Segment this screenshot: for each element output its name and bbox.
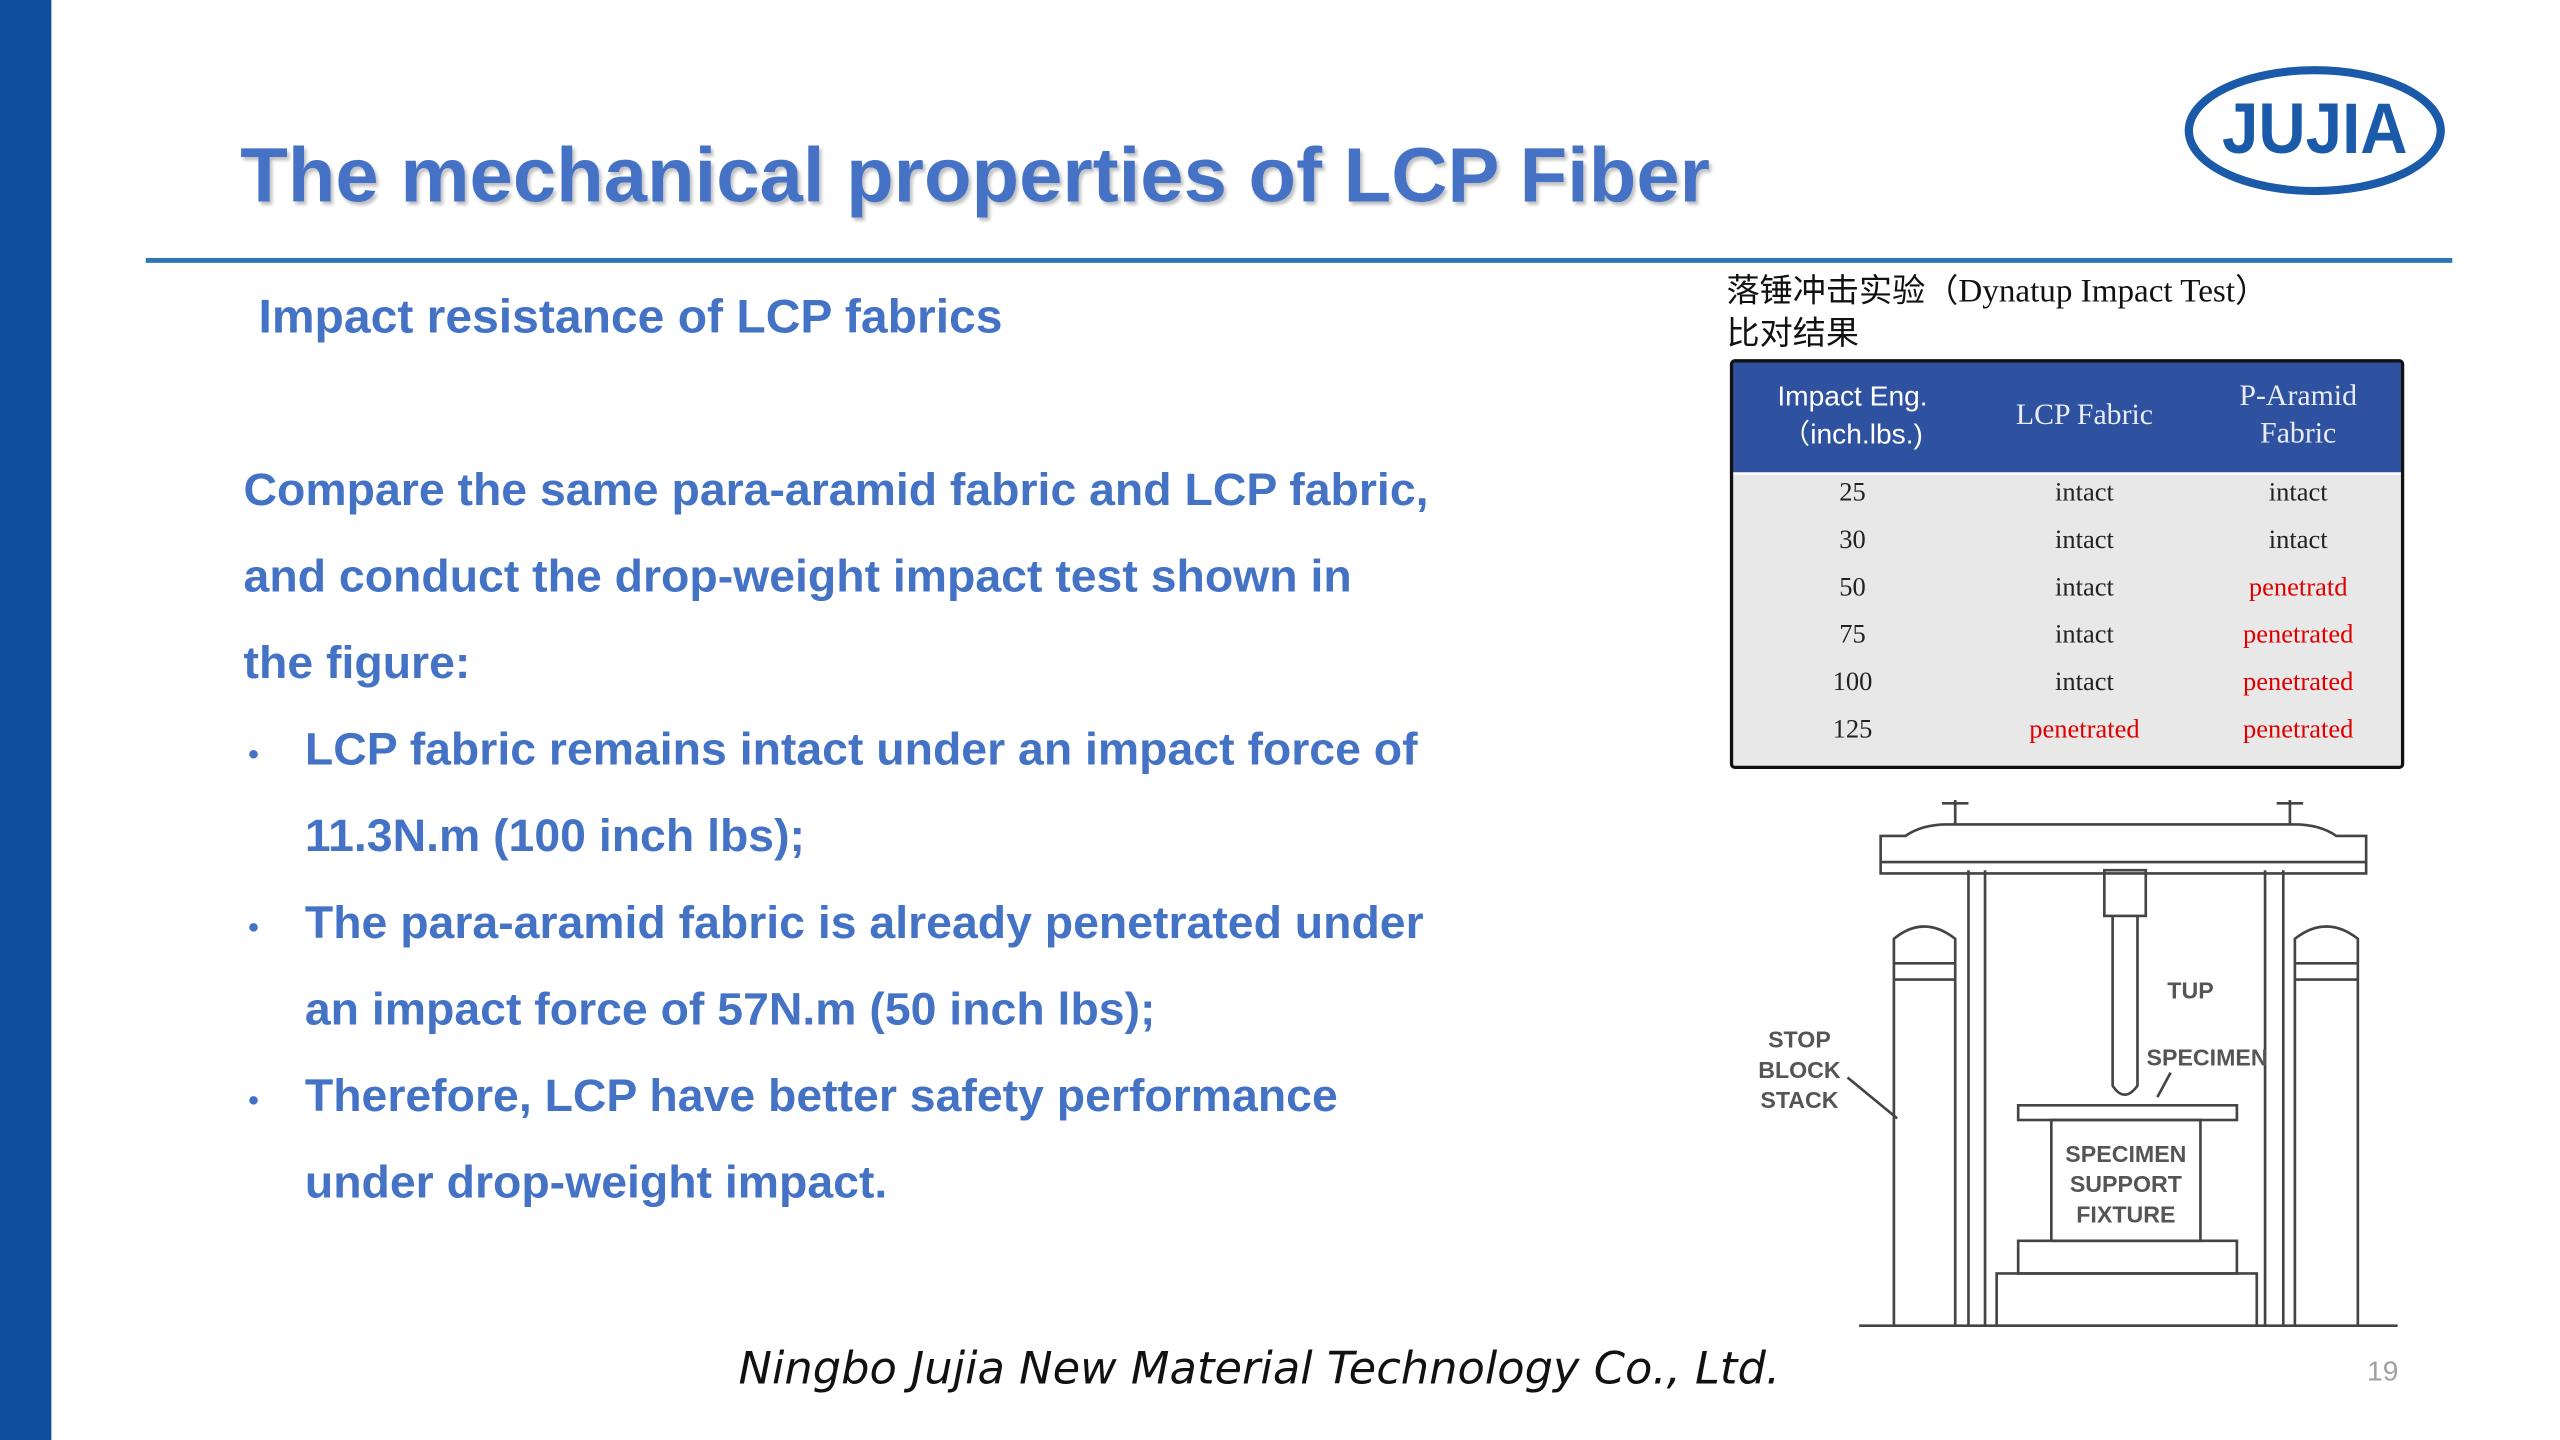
- result-table: 落锤冲击实验（Dynatup Impact Test） 比对结果 Impact En…: [1727, 273, 2405, 769]
- tup-head: [2103, 868, 2148, 918]
- posts: [1967, 870, 2285, 1326]
- tup-rod: [2111, 915, 2139, 1096]
- figure-label: STACK: [1760, 1087, 1839, 1113]
- table-border: [1729, 359, 2405, 769]
- bullet-line: under drop-weight impact.: [305, 1156, 887, 1208]
- table-cell: 75: [1839, 620, 1865, 649]
- figure-label: TUP: [2167, 978, 2213, 1004]
- logo-ring: [2184, 66, 2445, 196]
- bullet-line: Therefore, LCP have better safety perfor…: [305, 1069, 1338, 1121]
- intro-line: the figure:: [244, 637, 471, 689]
- figure-label: SUPPORT: [2070, 1171, 2182, 1197]
- header-cell: Impact Eng.: [1777, 381, 1927, 412]
- logo-text: JUJIA: [2222, 88, 2408, 168]
- table-cell: intact: [2055, 573, 2115, 602]
- stop-block-left: [1892, 925, 1957, 1326]
- logo: JUJIA: [2184, 66, 2445, 196]
- table-cell: penetrated: [2029, 715, 2139, 744]
- base-step: [2016, 1239, 2239, 1275]
- subtitle: Impact resistance of LCP fabrics: [258, 291, 1002, 344]
- impact-test-figure: STOP BLOCK STACK TUP SPECIMEN SPECIMEN SUPPORT…: [1758, 800, 2398, 1328]
- intro-line: Compare the same para-aramid fabric and …: [244, 463, 1429, 515]
- page-number: 19: [2367, 1356, 2398, 1387]
- bullet-line: LCP fabric remains intact under an impac…: [305, 723, 1418, 775]
- table-cell: 50: [1839, 573, 1865, 602]
- table-header-bg: [1731, 360, 2403, 474]
- table-caption: 落锤冲击实验（Dynatup Impact Test）: [1727, 273, 2269, 310]
- table-cell: penetrated: [2243, 667, 2353, 696]
- figure-label: FIXTURE: [2076, 1202, 2175, 1228]
- table-cell: 100: [1833, 667, 1873, 696]
- bullet-line: 11.3N.m (100 inch lbs);: [305, 810, 805, 862]
- table-cell: penetrated: [2243, 620, 2353, 649]
- header-cell: （inch.lbs.): [1782, 418, 1923, 449]
- table-cell: 125: [1833, 715, 1873, 744]
- table-cell: penetrated: [2243, 715, 2353, 744]
- base-block: [1995, 1272, 2259, 1328]
- leader-lines: [1846, 1072, 2172, 1120]
- intro-line: and conduct the drop-weight impact test …: [244, 550, 1352, 602]
- bullet-line: an impact force of 57N.m (50 inch lbs);: [305, 983, 1156, 1035]
- bullet-dot: [249, 923, 258, 932]
- specimen-plate: [2016, 1104, 2239, 1122]
- side-bar: [0, 0, 52, 1440]
- table-cell: 30: [1839, 525, 1865, 554]
- table-cell: intact: [2269, 525, 2329, 554]
- title-rule: [145, 257, 2453, 263]
- stop-block-right: [2293, 925, 2360, 1326]
- header-cell: Fabric: [2260, 418, 2336, 450]
- crosshead: [1879, 823, 2368, 875]
- figure-label: STOP: [1768, 1027, 1831, 1053]
- slide-title: The mechanical properties of LCP Fiber: [240, 133, 1710, 218]
- header-cell: P-Aramid: [2239, 380, 2357, 412]
- table-cell: 25: [1839, 478, 1865, 507]
- table-cell: intact: [2269, 478, 2329, 507]
- figure-label: SPECIMEN: [2065, 1141, 2186, 1167]
- bullet-dot: [249, 1096, 258, 1105]
- hooks: [1941, 800, 2304, 825]
- header-cell: LCP Fabric: [2016, 399, 2153, 431]
- table-cell: intact: [2055, 478, 2115, 507]
- table-caption: 比对结果: [1727, 315, 1859, 352]
- table-body-bg: [1731, 473, 2403, 768]
- footer-company: Ningbo Jujia New Material Technology Co.…: [738, 1344, 1780, 1395]
- table-cell: penetratd: [2249, 573, 2348, 602]
- figure-label: SPECIMEN: [2147, 1045, 2268, 1071]
- bullet-line: The para-aramid fabric is already penetr…: [305, 896, 1424, 948]
- body-text: Compare the same para-aramid fabric and …: [244, 463, 1429, 1207]
- table-cell: intact: [2055, 667, 2115, 696]
- bullet-dot: [249, 750, 258, 759]
- table-cell: intact: [2055, 620, 2115, 649]
- figure-label: BLOCK: [1758, 1057, 1841, 1083]
- table-cell: intact: [2055, 525, 2115, 554]
